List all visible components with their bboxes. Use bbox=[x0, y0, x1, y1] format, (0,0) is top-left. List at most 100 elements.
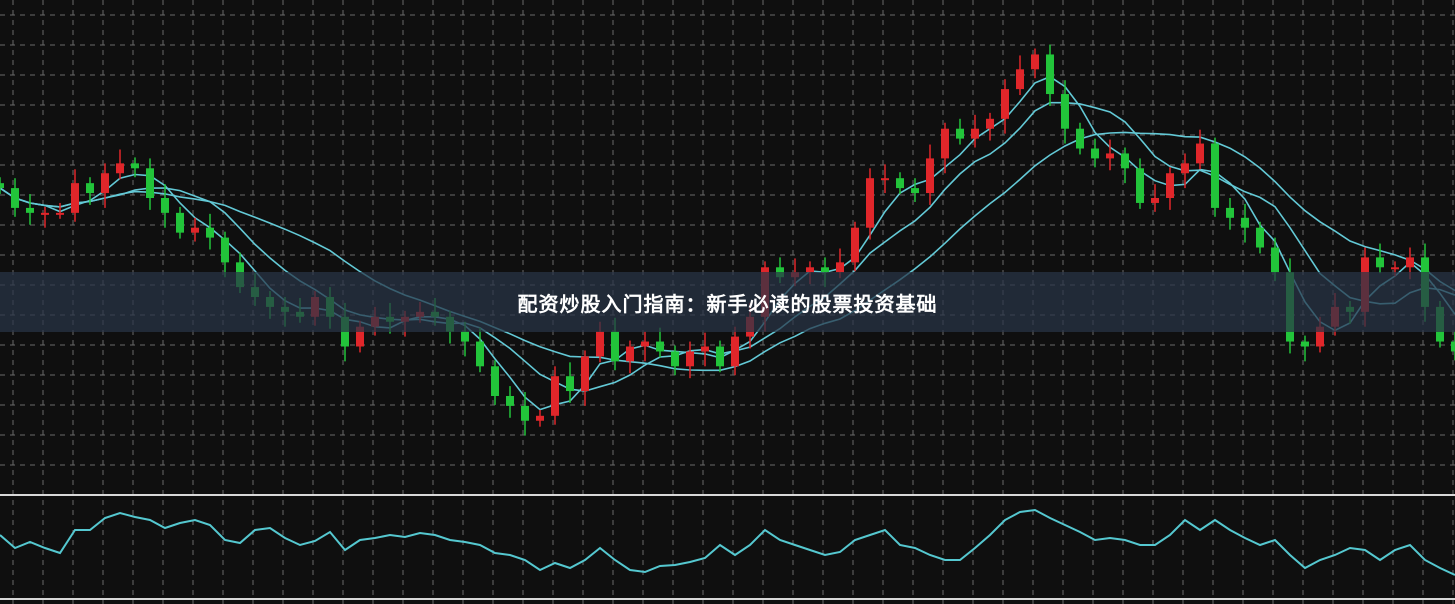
candle-body bbox=[866, 178, 874, 228]
candle-body bbox=[1271, 247, 1279, 273]
candle bbox=[491, 360, 499, 405]
candle-body bbox=[1166, 173, 1174, 198]
candle-body bbox=[161, 198, 169, 213]
candle-body bbox=[551, 376, 559, 416]
candle bbox=[476, 327, 484, 373]
candle bbox=[26, 194, 34, 225]
candle-body bbox=[596, 331, 604, 357]
candle bbox=[206, 213, 214, 250]
candle-body bbox=[221, 237, 229, 263]
candle bbox=[1451, 331, 1455, 361]
moving-average-line bbox=[0, 131, 1455, 372]
candle bbox=[896, 172, 904, 195]
candle-body bbox=[626, 346, 634, 362]
candle bbox=[581, 350, 589, 406]
candle bbox=[701, 332, 709, 367]
candle-body bbox=[1121, 153, 1129, 169]
candle bbox=[116, 149, 124, 180]
candle-body bbox=[911, 188, 919, 194]
moving-average-line bbox=[0, 101, 1455, 392]
candle bbox=[941, 122, 949, 174]
candle bbox=[1181, 153, 1189, 189]
candle-body bbox=[476, 341, 484, 367]
candle-body bbox=[1181, 163, 1189, 174]
candle bbox=[41, 206, 49, 228]
candle-body bbox=[1226, 207, 1234, 218]
candle-body bbox=[176, 212, 184, 233]
candle-body bbox=[1031, 54, 1039, 70]
candle bbox=[911, 178, 919, 202]
candle-body bbox=[611, 331, 619, 362]
candle-body bbox=[191, 227, 199, 233]
candle-body bbox=[1406, 257, 1414, 268]
candle bbox=[536, 409, 544, 427]
candle bbox=[656, 327, 664, 358]
candle bbox=[566, 362, 574, 403]
candle bbox=[1091, 138, 1099, 168]
candle-body bbox=[806, 267, 814, 273]
candle bbox=[551, 366, 559, 425]
candle-body bbox=[86, 183, 94, 194]
title-banner: 配资炒股入门指南：新手必读的股票投资基础 bbox=[0, 272, 1455, 332]
candle bbox=[641, 331, 649, 362]
candle bbox=[1256, 221, 1264, 254]
candle bbox=[191, 217, 199, 242]
candle bbox=[716, 340, 724, 373]
candle bbox=[1376, 243, 1384, 274]
candle bbox=[1226, 198, 1234, 230]
candle bbox=[866, 168, 874, 240]
candle-body bbox=[1301, 341, 1309, 347]
candle-body bbox=[1451, 341, 1455, 352]
candle-body bbox=[821, 267, 829, 273]
candle-body bbox=[101, 173, 109, 194]
candle bbox=[1031, 48, 1039, 79]
candle bbox=[1211, 137, 1219, 217]
candle-body bbox=[71, 183, 79, 213]
candle bbox=[1076, 122, 1084, 155]
candle-body bbox=[1256, 227, 1264, 248]
candle bbox=[956, 118, 964, 145]
candle bbox=[1301, 335, 1309, 362]
candle-body bbox=[1091, 148, 1099, 159]
candle bbox=[1016, 55, 1024, 96]
candle-body bbox=[461, 331, 469, 342]
candle-body bbox=[941, 128, 949, 159]
candle bbox=[11, 178, 19, 217]
candle bbox=[1151, 184, 1159, 212]
candle-body bbox=[0, 183, 4, 189]
candle-body bbox=[1376, 257, 1384, 268]
candle bbox=[146, 158, 154, 210]
candle-body bbox=[1001, 89, 1009, 119]
candle-body bbox=[701, 346, 709, 352]
candle-body bbox=[836, 262, 844, 273]
candle bbox=[626, 340, 634, 374]
candles bbox=[0, 44, 1455, 436]
candle-body bbox=[971, 128, 979, 139]
candle bbox=[671, 345, 679, 376]
candle-body bbox=[1211, 143, 1219, 208]
candle bbox=[881, 164, 889, 194]
candle-body bbox=[1136, 168, 1144, 203]
candle bbox=[971, 114, 979, 148]
candle bbox=[131, 157, 139, 178]
candle bbox=[161, 184, 169, 228]
candle bbox=[176, 206, 184, 239]
candle-body bbox=[1106, 153, 1114, 159]
candle-body bbox=[881, 178, 889, 181]
candle bbox=[1196, 129, 1204, 170]
candle bbox=[686, 341, 694, 379]
page-title: 配资炒股入门指南：新手必读的股票投资基础 bbox=[517, 291, 938, 316]
candle bbox=[221, 231, 229, 278]
candle-body bbox=[986, 118, 994, 129]
candle-body bbox=[206, 227, 214, 238]
candle bbox=[0, 177, 4, 195]
candle-body bbox=[671, 351, 679, 367]
candle-body bbox=[1046, 54, 1054, 95]
candle bbox=[1061, 80, 1069, 144]
candle-body bbox=[641, 341, 649, 347]
candle bbox=[521, 392, 529, 436]
candle-body bbox=[896, 178, 904, 189]
candle bbox=[56, 202, 64, 219]
candle-body bbox=[1241, 217, 1249, 228]
